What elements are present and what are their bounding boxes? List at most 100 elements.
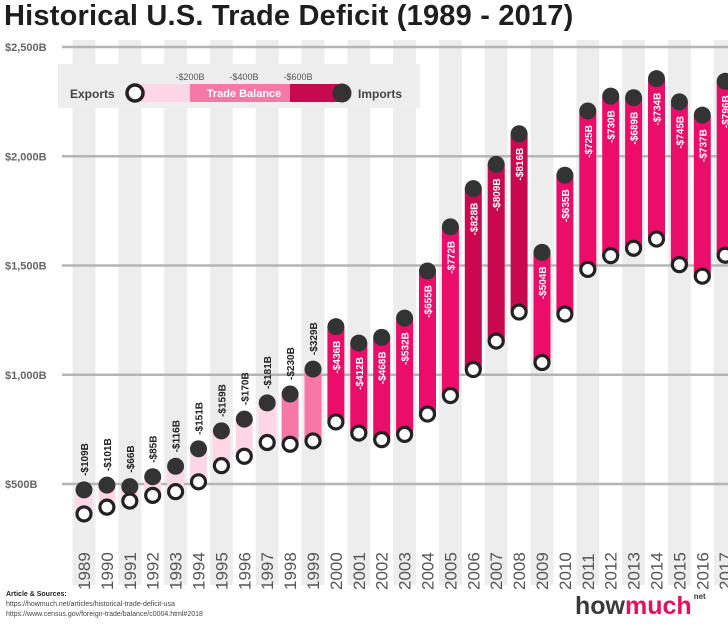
trade-balance-bar <box>625 97 643 249</box>
x-tick-label: 2001 <box>350 552 369 590</box>
y-tick-label: $2,000B <box>5 151 47 163</box>
exports-point <box>350 424 368 442</box>
y-tick-label: $2,500B <box>5 42 47 54</box>
balance-label: -$532B <box>401 332 412 365</box>
trade-balance-bar <box>350 343 368 434</box>
x-tick-label: 2002 <box>373 552 392 590</box>
imports-point <box>693 106 711 124</box>
exports-point <box>189 473 208 491</box>
balance-label: -$809B <box>492 178 503 211</box>
trade-balance-bar <box>648 78 665 240</box>
x-tick-label: 2012 <box>602 552 621 590</box>
balance-label: -$745B <box>675 116 686 149</box>
imports-point <box>716 72 728 90</box>
trade-balance-bar <box>487 164 505 342</box>
balance-label: -$101B <box>103 438 114 471</box>
source-link-2[interactable]: https://www.census.gov/foreign-trade/bal… <box>6 611 203 618</box>
imports-point <box>144 468 162 486</box>
exports-point <box>327 413 345 431</box>
trade-balance-bar <box>373 337 391 440</box>
trade-balance-bar <box>190 448 207 482</box>
exports-point <box>75 505 93 523</box>
balance-label: -$828B <box>469 203 480 236</box>
imports-point <box>533 243 551 261</box>
balance-label: -$734B <box>653 93 664 126</box>
brand-logo: howmuch net <box>575 592 706 621</box>
imports-point <box>579 102 597 120</box>
trade-balance-bar <box>693 115 711 277</box>
imports-point <box>373 328 391 346</box>
imports-point <box>167 457 185 475</box>
year-band <box>164 40 188 585</box>
imports-point <box>258 394 276 412</box>
year-band <box>209 40 233 585</box>
exports-point <box>98 498 116 516</box>
trade-balance-bar <box>235 419 253 457</box>
x-tick-label: 1994 <box>190 552 209 590</box>
exports-point <box>487 332 505 350</box>
trade-balance-bar <box>464 188 482 370</box>
legend-scale-label-400: -$400B <box>229 72 258 82</box>
legend: Exports Trade Balance Imports -$200B -$4… <box>58 64 420 108</box>
x-tick-label: 2016 <box>693 552 712 590</box>
x-tick-label: 2010 <box>556 552 575 590</box>
balance-label: -$66B <box>126 445 137 472</box>
x-tick-label: 1997 <box>258 552 277 590</box>
imports-point <box>396 309 414 327</box>
balance-label: -$772B <box>446 241 457 274</box>
brand-part-how: how <box>575 592 625 620</box>
x-tick-label: 1990 <box>98 552 117 590</box>
x-tick-label: 2011 <box>579 553 598 590</box>
year-band <box>301 40 325 585</box>
trade-balance-bar <box>533 252 551 363</box>
legend-scale-label-200: -$200B <box>175 72 204 82</box>
exports-point <box>167 483 185 501</box>
imports-point <box>602 87 620 105</box>
balance-label: -$737B <box>698 129 709 162</box>
imports-point <box>487 155 505 173</box>
imports-point <box>419 262 436 280</box>
brand-suffix: net <box>693 592 706 601</box>
exports-point <box>121 492 139 510</box>
exports-point <box>258 433 276 452</box>
trade-balance-bar <box>281 393 299 445</box>
trade-balance-bar <box>396 318 414 435</box>
imports-point <box>670 93 688 111</box>
exports-point <box>533 353 551 372</box>
balance-label: -$816B <box>515 148 526 181</box>
year-band <box>347 40 371 585</box>
imports-point <box>350 334 368 352</box>
imports-point <box>304 360 322 378</box>
imports-point <box>190 440 207 458</box>
balance-label: -$436B <box>332 341 343 374</box>
balance-label: -$725B <box>584 125 595 158</box>
balance-label: -$730B <box>607 110 618 143</box>
exports-point <box>556 305 574 323</box>
x-tick-label: 2017 <box>716 552 728 590</box>
imports-point <box>464 180 482 198</box>
imports-point <box>441 218 459 236</box>
chart-title: Historical U.S. Trade Deficit (1989 - 20… <box>4 0 574 32</box>
x-tick-label: 2014 <box>648 552 667 590</box>
legend-scale-mid <box>190 84 290 102</box>
y-tick-label: $1,500B <box>5 261 47 273</box>
trade-balance-bar <box>327 326 345 422</box>
imports-point <box>98 476 116 494</box>
exports-point <box>418 405 437 423</box>
exports-point <box>304 432 322 450</box>
x-tick-label: 2009 <box>533 552 552 590</box>
exports-point <box>647 230 666 248</box>
exports-point <box>235 447 253 465</box>
trade-balance-bar <box>258 402 276 443</box>
balance-label: -$796B <box>721 95 728 128</box>
balance-label: -$689B <box>630 112 641 145</box>
imports-point <box>510 125 528 143</box>
source-link-1[interactable]: https://howmuch.net/articles/historical-… <box>6 601 175 608</box>
brand-part-much: much <box>625 592 692 620</box>
sources-header: Article & Sources: <box>6 591 67 598</box>
trade-balance-bar <box>304 369 322 441</box>
legend-balance-label: Trade Balance <box>207 88 282 100</box>
legend-scale-high <box>290 84 342 102</box>
trade-balance-bar <box>670 101 688 265</box>
sources-block: Article & Sources: https://howmuch.net/a… <box>6 590 203 620</box>
